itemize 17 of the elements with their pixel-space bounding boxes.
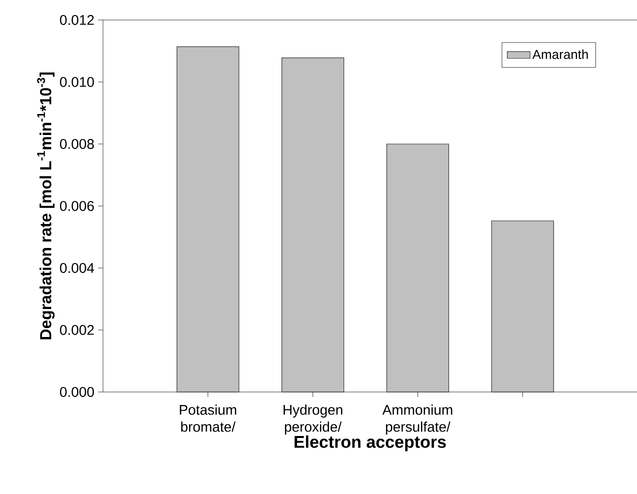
x-tick-label: Ammonium persulfate/ [382, 404, 452, 435]
y-tick-label: 0.002 [60, 325, 94, 335]
x-tick-label: Potasium bromate/ [180, 404, 236, 432]
y-tick-label: 0.012 [60, 15, 94, 25]
bar [386, 144, 450, 392]
y-axis-title: Degradation rate [mol L$^{-1}$min$^{-1}$*10$^{-3}$] [37, 72, 55, 340]
legend-label: Amaranth [532, 50, 588, 60]
y-tick-label: 0.004 [60, 263, 94, 273]
x-axis-title: Electron acceptors [294, 435, 446, 452]
bar [282, 58, 344, 392]
y-tick-label: 0.010 [60, 77, 94, 87]
y-tick-label: 0.008 [60, 139, 94, 149]
bar [176, 46, 240, 392]
x-tick-label: Hydrogen peroxide/ [284, 404, 342, 435]
y-tick-label: 0.006 [60, 201, 94, 211]
bar [491, 220, 554, 392]
y-tick-label: 0.000 [60, 387, 94, 397]
